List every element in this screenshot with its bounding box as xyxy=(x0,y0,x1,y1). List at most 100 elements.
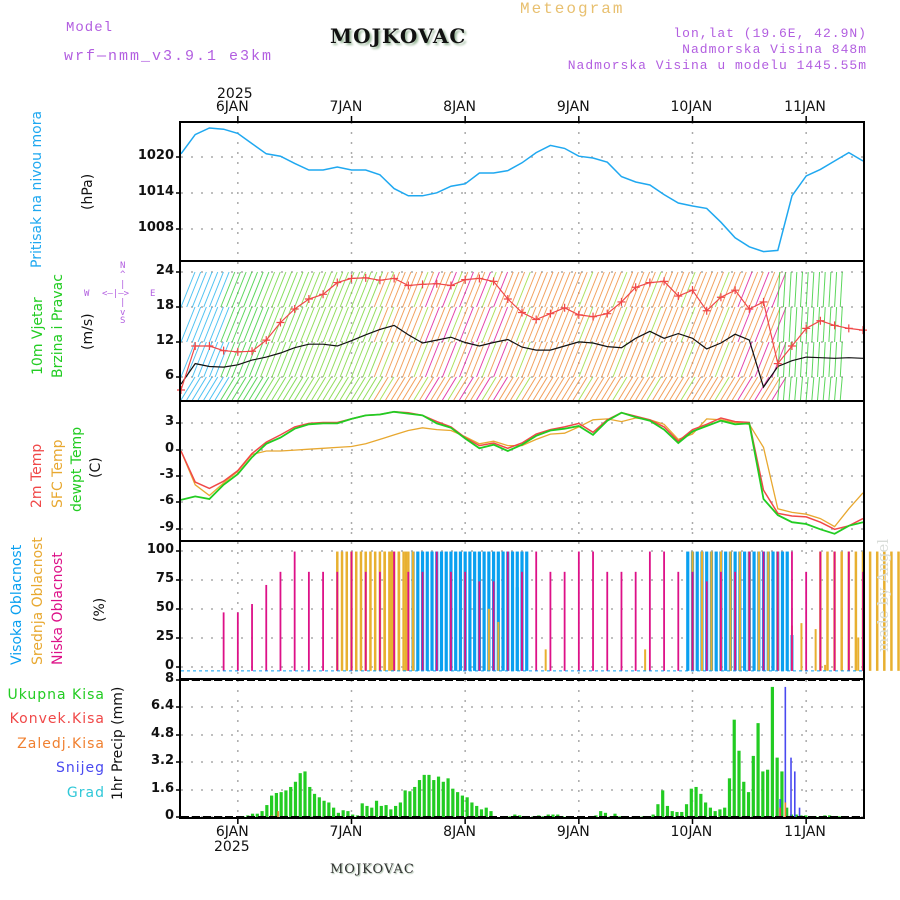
wind-barb xyxy=(635,271,651,308)
credit-watermark: made by Angel xyxy=(874,538,892,652)
gust-marker xyxy=(390,274,399,283)
wind-barb xyxy=(669,341,685,378)
precip-bar xyxy=(374,800,379,817)
wind-barb xyxy=(760,306,776,343)
wind-barb xyxy=(640,271,656,308)
wind-barb xyxy=(561,376,577,401)
wind-barb xyxy=(447,376,463,401)
wind-barb xyxy=(476,271,491,308)
wind-barb xyxy=(811,341,815,378)
wind-barb xyxy=(828,306,832,343)
low-cloud-bar xyxy=(265,584,268,671)
y-tick-label: 75 xyxy=(155,571,174,586)
y-tick-label: -9 xyxy=(159,520,174,535)
low-cloud-bar xyxy=(307,571,310,671)
wind-barb xyxy=(777,306,781,343)
wind-barb xyxy=(788,376,792,401)
gust-marker xyxy=(589,312,598,321)
wind-barb xyxy=(345,341,361,378)
model-label: Model xyxy=(66,20,114,36)
wind-barb xyxy=(822,271,826,308)
high-cloud-bar xyxy=(501,551,505,671)
wind-barb xyxy=(703,376,719,401)
high-cloud-bar xyxy=(780,551,785,671)
wind-barb xyxy=(271,271,287,308)
wind-barb xyxy=(794,271,798,308)
precip-bar xyxy=(441,781,445,817)
wind-barb xyxy=(368,306,384,343)
wind-barb xyxy=(669,306,685,343)
wind-barb xyxy=(288,376,304,401)
wind-barb xyxy=(828,376,832,401)
mid-cloud-bar xyxy=(738,551,741,671)
wind-barb xyxy=(618,376,634,401)
wind-barb xyxy=(561,271,577,308)
high-cloud-bar xyxy=(416,551,420,671)
wind-barb xyxy=(294,271,310,308)
precip-bar xyxy=(761,771,765,817)
top-year-label: 2025 xyxy=(217,86,253,102)
wind-barb xyxy=(612,306,628,343)
wind-barb xyxy=(379,306,395,343)
wind-barb xyxy=(294,376,310,401)
wind-barb xyxy=(260,271,276,308)
precip-bar xyxy=(341,810,345,817)
wind-barb xyxy=(260,341,276,378)
low-cloud-bar xyxy=(776,551,779,671)
wind-barb xyxy=(504,376,520,401)
wind-barb xyxy=(680,271,696,308)
precip-bar xyxy=(279,792,283,817)
gust-marker xyxy=(773,359,782,368)
wind-barb xyxy=(538,271,554,308)
wind-barb xyxy=(731,306,747,343)
wind-barb xyxy=(430,271,446,308)
wind-barb xyxy=(714,271,730,308)
wind-barb xyxy=(226,271,241,308)
wind-barb xyxy=(532,376,548,401)
precip-bar xyxy=(599,811,603,817)
wind-barb xyxy=(618,341,634,378)
wind-barb xyxy=(606,306,622,343)
wind-barb xyxy=(709,341,725,378)
wind-barb xyxy=(657,376,673,401)
wind-barb xyxy=(629,376,645,401)
low-cloud-bar xyxy=(720,571,722,671)
wind-barb xyxy=(481,341,497,378)
wind-barb xyxy=(191,341,207,378)
wind-barb xyxy=(635,376,651,401)
wind-barb xyxy=(817,271,821,308)
precip-bar xyxy=(742,781,746,817)
freezing-rain-bar xyxy=(779,807,781,817)
low-cloud-bar xyxy=(748,551,751,671)
precip-bar xyxy=(417,780,422,817)
precip-bar xyxy=(770,686,774,817)
precip-bar xyxy=(298,773,302,817)
wind-barb xyxy=(402,306,418,343)
wind-barb xyxy=(282,271,298,308)
wind-barb xyxy=(686,341,702,378)
precip-bar xyxy=(408,791,412,817)
mid-cloud-bar xyxy=(345,551,349,671)
top-day-label: 9JAN xyxy=(556,99,590,115)
high-cloud-bar xyxy=(695,551,699,671)
wind-barb xyxy=(351,376,366,401)
precip-bar xyxy=(556,814,560,817)
wind-barb xyxy=(356,306,372,343)
wind-panel xyxy=(177,271,867,401)
high-cloud-bar xyxy=(714,551,718,671)
wind-barb xyxy=(493,376,509,401)
wind-barb xyxy=(515,306,531,343)
wind-barb xyxy=(390,306,406,343)
mid-cloud-bar xyxy=(487,608,490,671)
low-cloud-bar xyxy=(705,581,708,671)
precip-bar xyxy=(389,809,393,817)
wind-barb xyxy=(805,341,809,378)
precip-bar xyxy=(317,797,321,817)
gust-marker xyxy=(802,324,811,333)
low-cloud-bar xyxy=(734,571,737,671)
wind-barb xyxy=(459,341,474,378)
wind-barb xyxy=(720,306,736,343)
gust-marker xyxy=(674,292,683,301)
gust-marker xyxy=(617,297,626,306)
low-cloud-bar xyxy=(549,571,552,671)
